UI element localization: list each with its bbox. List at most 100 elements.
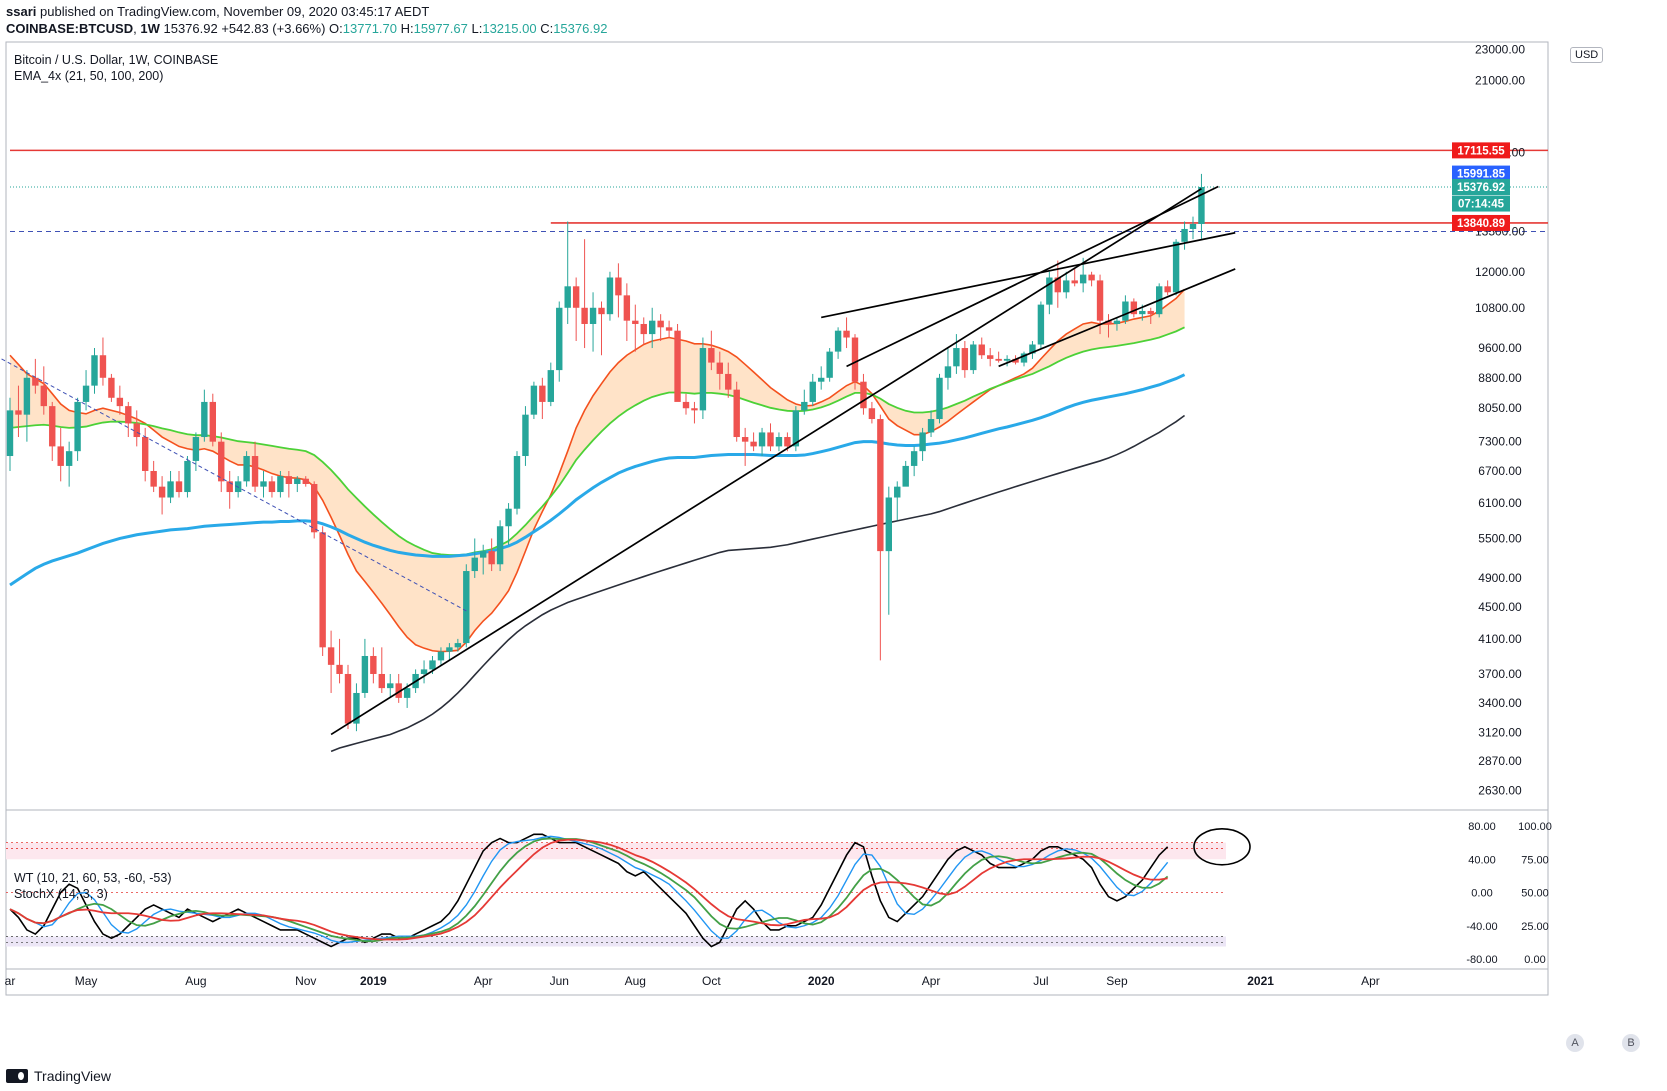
candle[interactable] xyxy=(826,348,833,382)
candle[interactable] xyxy=(226,470,233,509)
candle[interactable] xyxy=(894,481,901,521)
candle[interactable] xyxy=(716,351,723,390)
price-chart[interactable]: 23000.0021000.0017000.0013500.0012000.00… xyxy=(0,36,1667,1068)
candle[interactable] xyxy=(640,317,647,345)
candle[interactable] xyxy=(775,432,783,452)
candle[interactable] xyxy=(311,481,318,539)
candle[interactable] xyxy=(15,385,22,438)
candle[interactable] xyxy=(243,451,250,487)
candle[interactable] xyxy=(82,370,90,411)
candle[interactable] xyxy=(547,362,554,407)
candle[interactable] xyxy=(530,381,538,420)
candle[interactable] xyxy=(1198,173,1205,239)
candle[interactable] xyxy=(1063,271,1070,299)
candle[interactable] xyxy=(488,538,495,572)
candle[interactable] xyxy=(572,277,580,341)
candle[interactable] xyxy=(49,401,56,461)
candle[interactable] xyxy=(218,432,225,493)
candle[interactable] xyxy=(801,389,808,415)
candle[interactable] xyxy=(699,337,707,420)
candle[interactable] xyxy=(665,320,673,338)
candle[interactable] xyxy=(437,647,445,665)
currency-badge[interactable]: USD xyxy=(1570,47,1604,63)
candle[interactable] xyxy=(40,366,47,415)
candle[interactable] xyxy=(201,389,208,442)
candle[interactable] xyxy=(268,476,276,498)
candle[interactable] xyxy=(353,683,360,732)
candle[interactable] xyxy=(944,348,952,390)
candle[interactable] xyxy=(1189,216,1197,240)
candle[interactable] xyxy=(260,470,267,498)
candle[interactable] xyxy=(294,476,301,493)
footer-brand[interactable]: TradingView xyxy=(34,1068,112,1084)
oscillator-stoch-label[interactable]: StochX (14, 3, 3) xyxy=(14,887,108,901)
candle[interactable] xyxy=(251,441,259,493)
candle[interactable] xyxy=(319,526,326,656)
candle[interactable] xyxy=(674,323,681,402)
author-name[interactable]: ssari xyxy=(6,4,37,19)
candle[interactable] xyxy=(1003,355,1011,367)
legend-ema[interactable]: EMA_4x (21, 50, 100, 200) xyxy=(14,69,164,83)
candle[interactable] xyxy=(970,340,977,374)
candle[interactable] xyxy=(1029,340,1036,359)
candle[interactable] xyxy=(1020,351,1028,367)
candle[interactable] xyxy=(767,423,774,452)
candle[interactable] xyxy=(885,486,892,615)
candle[interactable] xyxy=(327,630,335,693)
candle[interactable] xyxy=(513,451,521,515)
candle[interactable] xyxy=(741,427,749,466)
candle[interactable] xyxy=(1130,298,1138,318)
candle[interactable] xyxy=(167,470,174,504)
candle[interactable] xyxy=(589,292,597,352)
candle[interactable] xyxy=(420,660,428,684)
candle[interactable] xyxy=(615,263,622,318)
candle[interactable] xyxy=(277,470,284,498)
candle[interactable] xyxy=(1164,280,1171,296)
candle[interactable] xyxy=(125,401,132,438)
time-axis[interactable]: ar May Aug Nov 2019 Apr Jun Aug Oct 2020 Apr Jul Sep… xyxy=(5,974,1380,988)
candle[interactable] xyxy=(539,377,546,420)
candle[interactable] xyxy=(725,362,732,398)
candle[interactable] xyxy=(581,239,588,349)
candle[interactable] xyxy=(463,564,470,648)
candle[interactable] xyxy=(285,470,293,498)
candle[interactable] xyxy=(395,673,402,703)
candle[interactable] xyxy=(336,638,343,684)
candle[interactable] xyxy=(116,385,124,415)
candle[interactable] xyxy=(133,410,140,447)
candle[interactable] xyxy=(150,460,157,493)
candle[interactable] xyxy=(370,647,377,684)
candle[interactable] xyxy=(809,373,816,407)
candle[interactable] xyxy=(32,358,39,394)
candle[interactable] xyxy=(902,460,909,487)
candle[interactable] xyxy=(1181,221,1188,250)
candle[interactable] xyxy=(505,503,512,545)
candle[interactable] xyxy=(868,401,876,424)
oscillator-wt-label[interactable]: WT (10, 21, 60, 53, -60, -53) xyxy=(14,871,172,885)
candle[interactable] xyxy=(623,283,631,341)
candle[interactable] xyxy=(1172,239,1180,296)
candle[interactable] xyxy=(446,643,453,661)
candle[interactable] xyxy=(1147,307,1154,324)
candle[interactable] xyxy=(995,351,1002,363)
candle[interactable] xyxy=(1122,295,1129,324)
price-axis[interactable]: 23000.0021000.0017000.0013500.0012000.00… xyxy=(1475,42,1525,797)
candle[interactable] xyxy=(192,432,200,471)
auto-scale-button[interactable]: A xyxy=(1566,1034,1584,1052)
candle[interactable] xyxy=(733,381,740,442)
candle[interactable] xyxy=(919,427,926,461)
candle[interactable] xyxy=(758,427,766,457)
candle[interactable] xyxy=(23,370,31,442)
candle[interactable] xyxy=(302,476,309,487)
candle[interactable] xyxy=(598,301,605,356)
candle[interactable] xyxy=(65,441,73,487)
log-scale-button[interactable]: B xyxy=(1622,1034,1640,1052)
candle[interactable] xyxy=(471,538,478,578)
candle[interactable] xyxy=(99,337,107,386)
candle[interactable] xyxy=(91,348,98,394)
legend-title[interactable]: Bitcoin / U.S. Dollar, 1W, COINBASE xyxy=(14,53,219,67)
candle[interactable] xyxy=(649,307,656,349)
candle[interactable] xyxy=(556,301,563,382)
candle[interactable] xyxy=(344,664,352,729)
candle[interactable] xyxy=(522,406,529,466)
